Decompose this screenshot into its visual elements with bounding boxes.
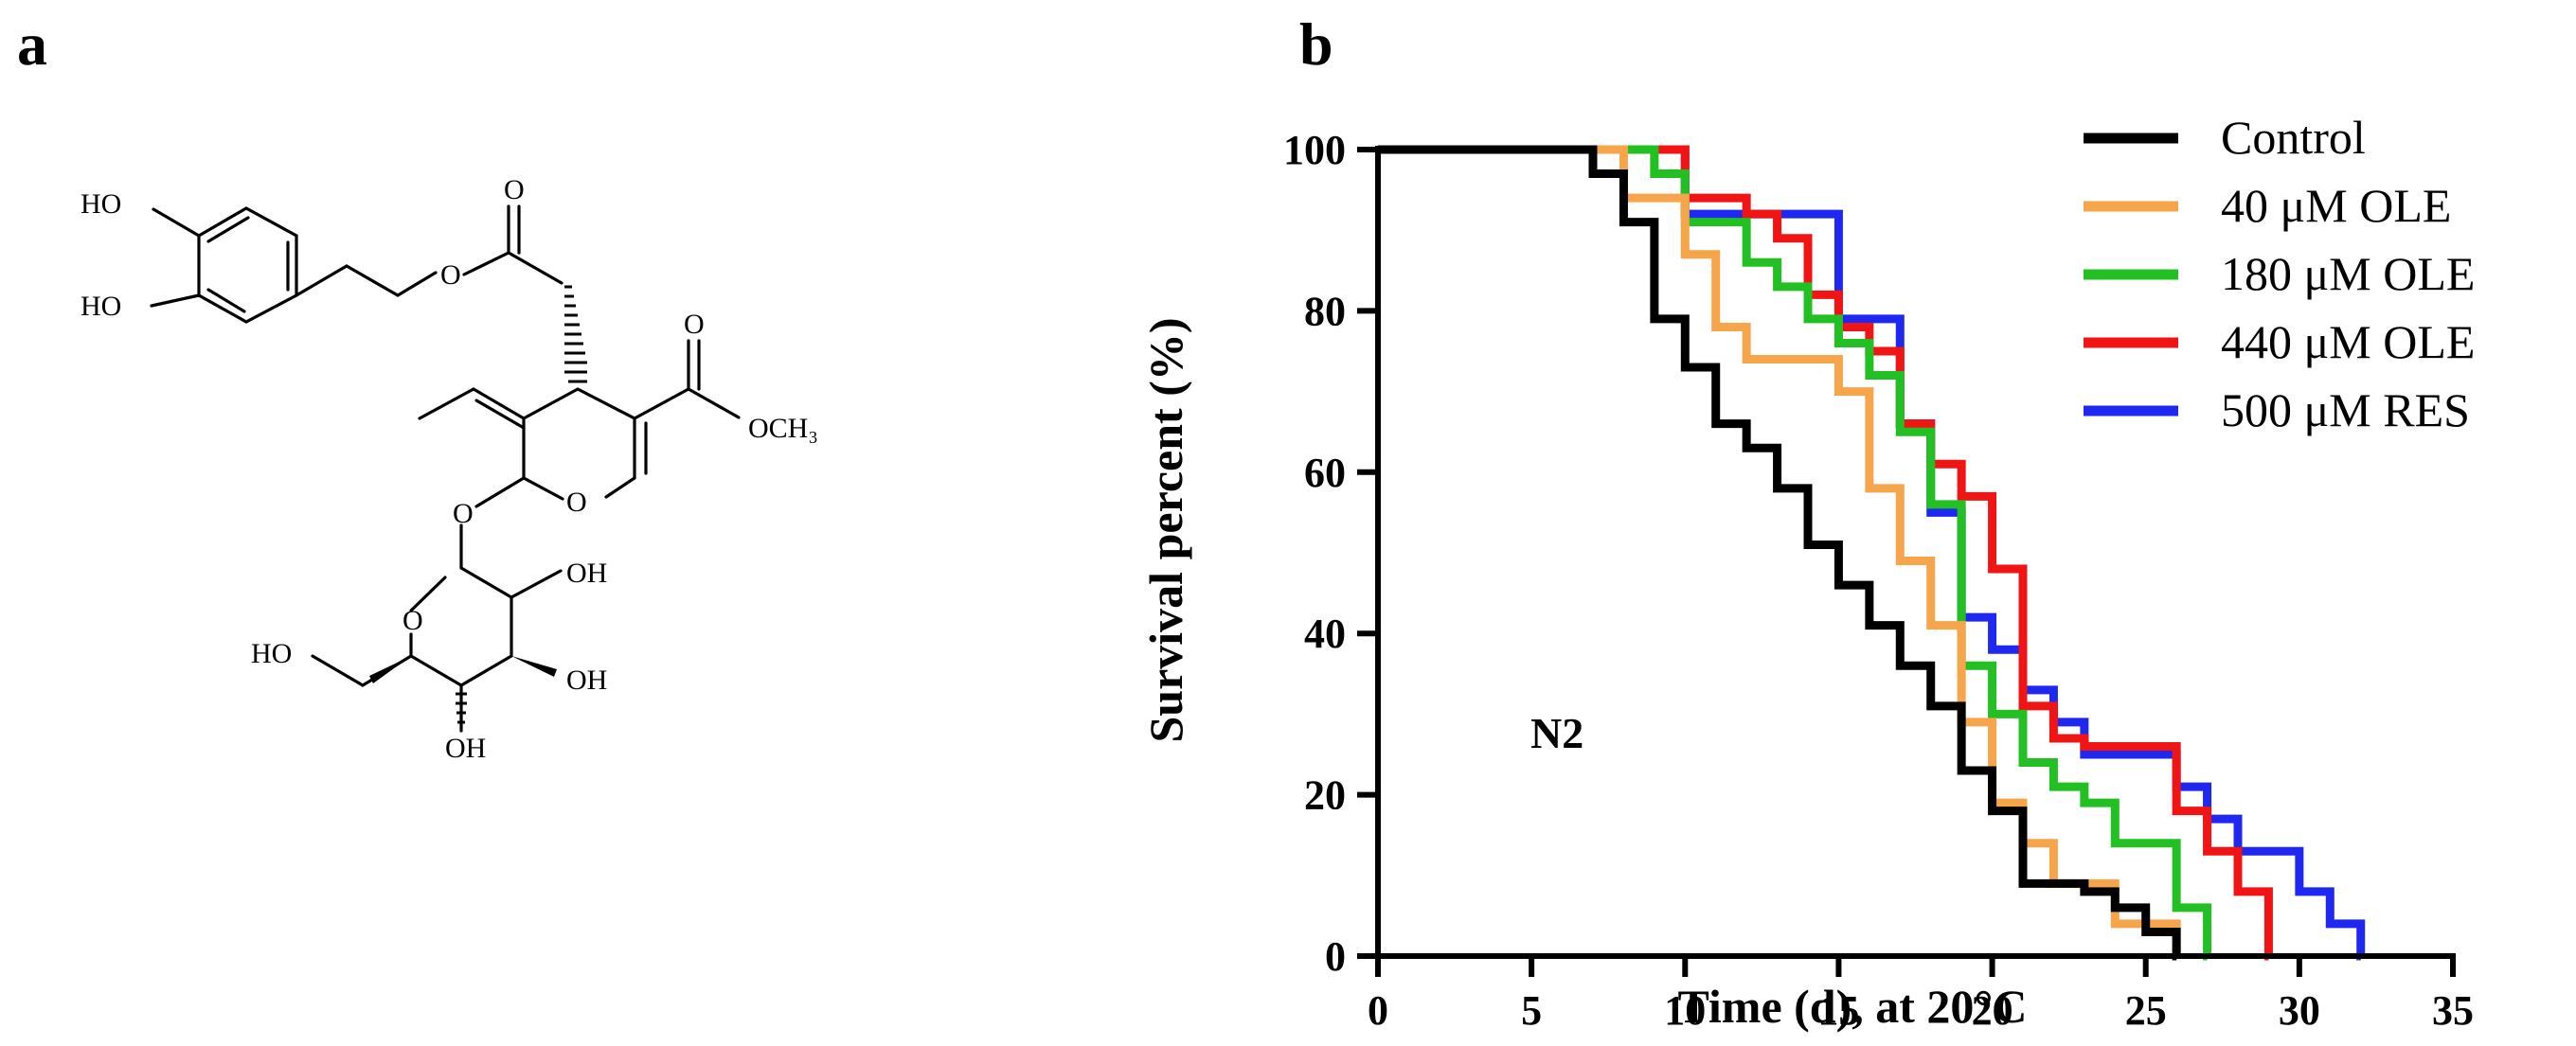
y-tick-label-80: 80 [1304,288,1346,334]
x-tick-label-30: 30 [2279,987,2320,1034]
y-tick-label-60: 60 [1304,450,1346,496]
mol-label-oh-2: OH [566,665,607,696]
x-tick-label-10: 10 [1664,987,1706,1034]
axes-layer: 0 20 40 60 80 100 0 5 10 15 20 25 30 35 [1283,127,2474,1034]
n2-annotation: N2 [1530,709,1583,757]
y-axis-title: Survival percent (%) [1139,317,1192,742]
legend-label-control: Control [2221,111,2366,164]
series-line-500-m-res [1378,145,2366,961]
legend: Control 40 μM OLE 180 μM OLE 440 μM OLE 500 … [2084,111,2475,436]
mol-label-o-glyco: O [453,498,474,529]
panel-label-b: b [1299,10,1333,78]
mol-label-oh-3: OH [445,733,486,764]
legend-label-500-m-res: 500 μM RES [2221,383,2470,436]
series-line-180-m-ole [1378,145,2212,961]
legend-label-180-m-ole: 180 μM OLE [2221,247,2475,300]
mol-label-oh-1: OH [566,558,607,589]
panel-label-a: a [17,10,47,78]
x-tick-label-25: 25 [2125,987,2167,1034]
y-tick-label-20: 20 [1304,772,1346,819]
series-line-40-m-ole [1378,145,2181,961]
mol-label-o-ester1: O [440,259,461,291]
mol-label-ho-2: HO [80,291,121,322]
x-tick-label-35: 35 [2432,987,2474,1034]
mol-label-o-sugar-ring: O [402,605,423,636]
series-line-440-m-ole [1378,145,2273,961]
mol-label-o-carbonyl2: O [684,309,705,340]
x-tick-label-15: 15 [1817,987,1859,1034]
mol-label-o-carbonyl1: O [504,174,525,205]
x-tick-label-5: 5 [1521,987,1542,1034]
y-tick-label-40: 40 [1304,611,1346,657]
x-tick-label-0: 0 [1368,987,1388,1034]
y-tick-label-0: 0 [1325,933,1346,980]
mol-label-o-ring: O [566,487,587,518]
legend-label-40-m-ole: 40 μM OLE [2221,179,2451,232]
molecule-structure: HO HO O O O OCH₃ O O O OH OH OH HO [80,174,818,764]
mol-label-ho-3: HO [251,638,292,669]
series-layer [1378,145,2366,961]
y-tick-label-100: 100 [1283,127,1346,173]
legend-label-440-m-ole: 440 μM OLE [2221,315,2475,368]
series-line-control [1378,145,2181,961]
x-tick-label-20: 20 [1972,987,2013,1034]
mol-label-ho-1: HO [80,188,121,220]
mol-label-och3: OCH₃ [748,413,818,444]
x-axis-title: Time (d), at 20°C [1677,980,2027,1033]
